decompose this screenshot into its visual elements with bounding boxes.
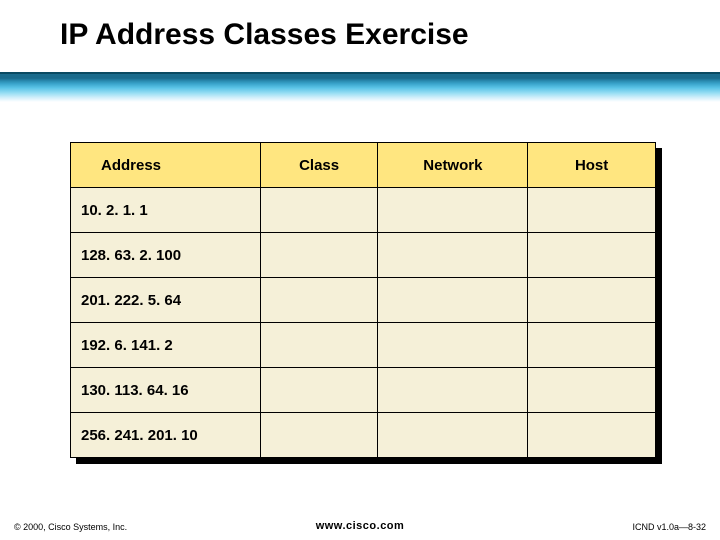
class-cell	[260, 413, 378, 458]
table-row: 192. 6. 141. 2	[71, 323, 656, 368]
footer-copyright: © 2000, Cisco Systems, Inc.	[14, 522, 127, 532]
footer-slide-ref: ICND v1.0a—8-32	[632, 522, 706, 532]
exercise-table-container: Address Class Network Host 10. 2. 1. 1 1…	[70, 142, 662, 464]
host-cell	[528, 233, 656, 278]
address-cell: 192. 6. 141. 2	[71, 323, 261, 368]
class-cell	[260, 233, 378, 278]
col-header-host: Host	[528, 143, 656, 188]
network-cell	[378, 368, 528, 413]
network-cell	[378, 413, 528, 458]
host-cell	[528, 188, 656, 233]
slide-footer: © 2000, Cisco Systems, Inc. ICND v1.0a—8…	[0, 522, 720, 532]
title-area: IP Address Classes Exercise	[0, 0, 720, 52]
col-header-network: Network	[378, 143, 528, 188]
network-cell	[378, 233, 528, 278]
host-cell	[528, 368, 656, 413]
network-cell	[378, 188, 528, 233]
address-cell: 10. 2. 1. 1	[71, 188, 261, 233]
host-cell	[528, 413, 656, 458]
slide-title: IP Address Classes Exercise	[60, 18, 720, 52]
host-cell	[528, 323, 656, 368]
table-row: 256. 241. 201. 10	[71, 413, 656, 458]
table-header-row: Address Class Network Host	[71, 143, 656, 188]
address-cell: 201. 222. 5. 64	[71, 278, 261, 323]
table-row: 10. 2. 1. 1	[71, 188, 656, 233]
network-cell	[378, 323, 528, 368]
address-cell: 256. 241. 201. 10	[71, 413, 261, 458]
network-cell	[378, 278, 528, 323]
host-cell	[528, 278, 656, 323]
table-row: 130. 113. 64. 16	[71, 368, 656, 413]
table-row: 128. 63. 2. 100	[71, 233, 656, 278]
class-cell	[260, 278, 378, 323]
address-cell: 130. 113. 64. 16	[71, 368, 261, 413]
col-header-address: Address	[71, 143, 261, 188]
header-divider-band	[0, 72, 720, 102]
class-cell	[260, 323, 378, 368]
ip-address-exercise-table: Address Class Network Host 10. 2. 1. 1 1…	[70, 142, 656, 458]
address-cell: 128. 63. 2. 100	[71, 233, 261, 278]
class-cell	[260, 188, 378, 233]
col-header-class: Class	[260, 143, 378, 188]
class-cell	[260, 368, 378, 413]
table-row: 201. 222. 5. 64	[71, 278, 656, 323]
